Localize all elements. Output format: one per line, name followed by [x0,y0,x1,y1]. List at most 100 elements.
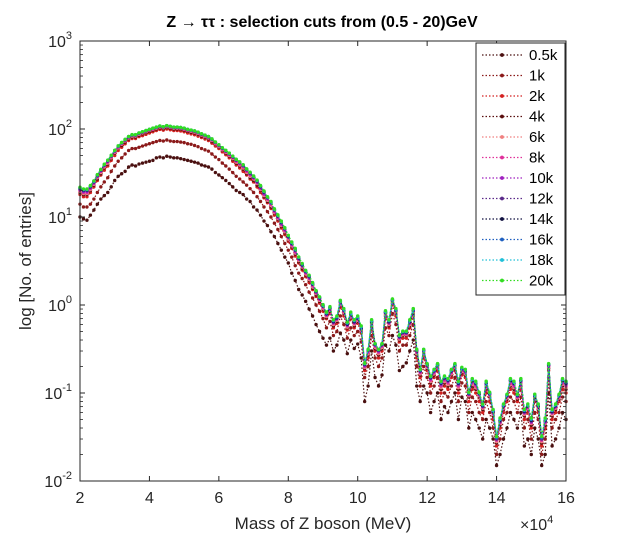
series-0.5k [78,154,568,468]
data-point [387,333,391,338]
data-point [300,261,304,266]
data-point [373,341,377,346]
data-point [237,160,242,164]
data-point [196,144,200,149]
legend-label: 10k [529,170,554,187]
x-tick-label: 2 [76,490,85,507]
data-point [81,187,86,191]
data-point [553,402,558,406]
data-point [196,130,200,134]
data-point [137,145,141,149]
data-point [550,444,554,448]
data-point [456,417,461,422]
data-point [446,395,450,399]
data-point [362,361,367,365]
data-point [192,143,197,148]
data-point [519,410,523,415]
data-point [189,142,193,147]
data-point [498,452,502,457]
data-point [369,318,374,322]
data-point [203,133,207,137]
data-point [102,180,107,184]
data-point [224,178,228,183]
data-point [272,221,277,225]
data-point [175,125,179,129]
data-point [213,155,218,159]
data-point [182,157,186,162]
data-point [477,390,481,394]
data-point [338,331,343,335]
legend-marker [500,114,504,119]
x-axis: 2 4 6 8 10 12 14 16 [76,41,575,507]
data-point [467,390,471,394]
data-point [540,444,544,448]
data-point [165,123,169,128]
data-point [474,399,478,404]
data-point [345,320,349,324]
legend-label: 2k [529,88,545,105]
data-point [283,241,287,246]
legend-marker [500,217,504,221]
data-point [529,426,533,430]
data-point [557,410,561,415]
data-point [494,444,499,448]
data-point [175,156,179,160]
y-tick-base: 10 [48,34,66,51]
data-point [560,410,565,415]
y-tick-label: 103 [48,30,72,51]
data-point [165,154,169,158]
data-point [147,142,152,146]
data-point [182,126,186,130]
data-point [283,255,287,259]
data-point [390,333,395,338]
data-point [199,146,204,151]
data-point [178,140,183,144]
data-point [231,185,235,189]
data-point [352,318,356,322]
data-point [404,336,409,340]
data-point [439,417,443,422]
data-point [248,199,252,204]
data-point [467,410,471,415]
data-point [543,416,547,420]
data-point [356,342,360,346]
legend-item-6k: 6k [482,129,545,146]
legend-box [475,42,566,296]
legend-item-8k: 8k [482,150,545,167]
data-point [196,161,200,165]
data-point [501,402,506,406]
data-point [512,417,516,422]
data-point [99,167,103,172]
data-point [463,367,468,371]
data-point [505,392,509,396]
data-point [269,199,273,204]
data-point [185,158,190,163]
data-point [487,426,492,430]
data-point [109,153,113,157]
data-point [303,299,308,304]
data-point [99,197,103,201]
data-point [154,156,159,160]
data-point [366,364,370,369]
data-point [383,309,388,313]
data-point [408,349,412,353]
data-point [276,227,280,232]
data-point [113,164,117,168]
data-point [85,187,89,191]
data-point [175,139,179,144]
data-point [109,169,113,174]
data-point [401,329,405,333]
data-point [92,197,96,201]
data-point [234,157,238,161]
data-point [137,162,141,166]
data-point [463,399,468,404]
data-point [307,273,311,277]
data-point [321,316,325,321]
legend-item-4k: 4k [482,109,545,126]
data-point [401,336,405,340]
legend: 0.5k 1k 2k 4k 6k 8k 10k 12k 14k 16k 18k 20k [475,42,566,296]
data-point [206,165,211,169]
y-tick-label: 102 [48,118,72,139]
data-point [99,185,103,189]
legend-item-1k: 1k [482,68,545,85]
